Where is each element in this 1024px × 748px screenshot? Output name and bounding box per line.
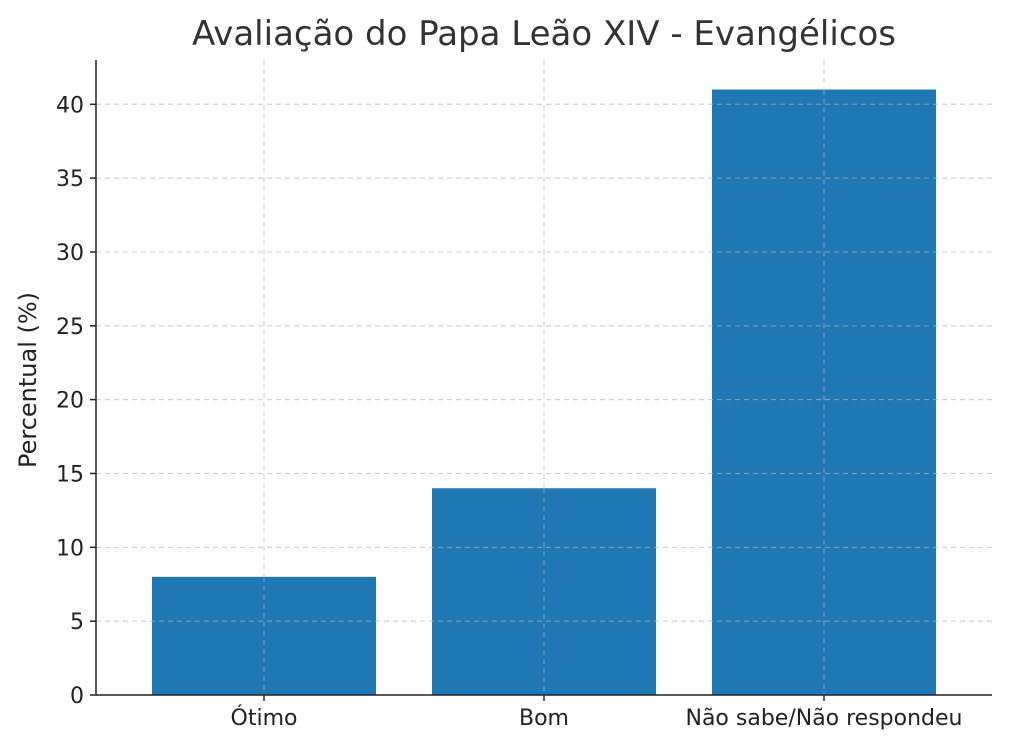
x-tick-label: Ótimo: [231, 705, 298, 731]
tick-labels: 0 5 10 15 20 25 30 35 40 Ótimo Bom Não sabe/Não res…: [56, 93, 963, 731]
y-tick-label: 30: [56, 241, 84, 266]
chart-title: Avaliação do Papa Leão XIV - Evangélicos: [192, 14, 896, 54]
y-tick-label: 5: [70, 610, 84, 635]
axes: [90, 60, 992, 701]
y-tick-label: 15: [56, 462, 84, 487]
x-tick-label: Não sabe/Não respondeu: [685, 706, 962, 731]
bars: [96, 89, 992, 695]
y-tick-label: 35: [56, 167, 84, 192]
x-tick-label: Bom: [519, 706, 569, 731]
y-tick-label: 10: [56, 536, 84, 561]
y-tick-label: 25: [56, 315, 84, 340]
y-tick-label: 20: [56, 389, 84, 414]
y-tick-label: 0: [70, 684, 84, 709]
y-axis-label: Percentual (%): [14, 292, 42, 468]
y-tick-label: 40: [56, 93, 84, 118]
